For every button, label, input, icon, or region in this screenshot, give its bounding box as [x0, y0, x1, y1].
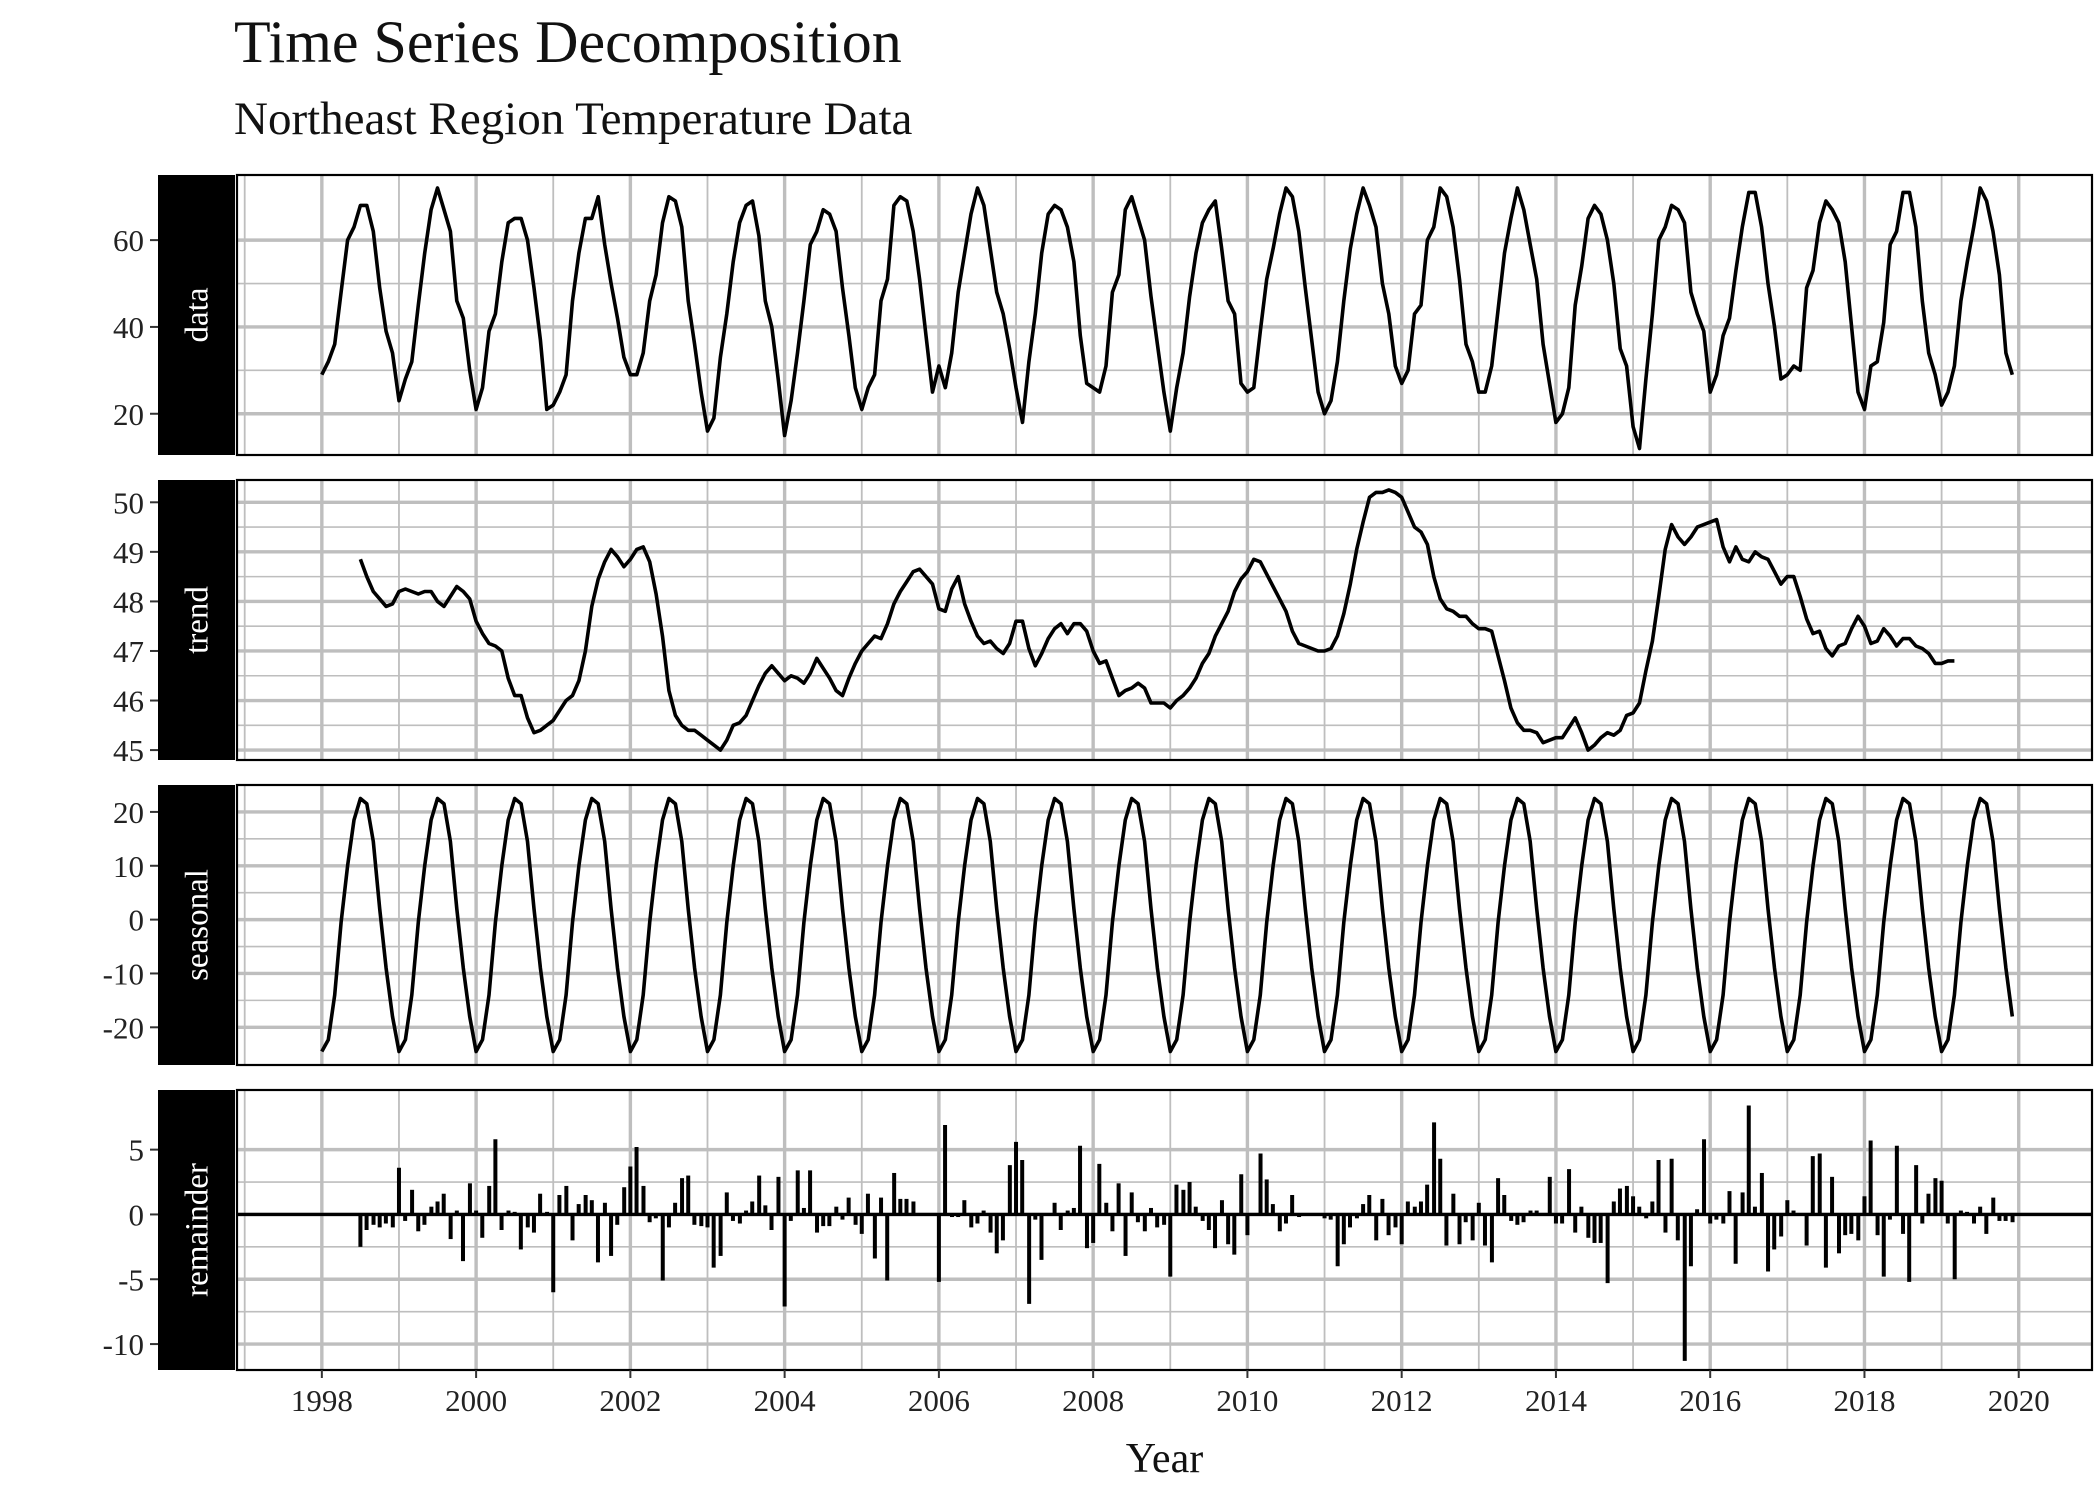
panel-border — [235, 478, 2094, 762]
y-tick-label: 20 — [113, 397, 144, 432]
facet-strip — [158, 785, 235, 1065]
y-tick-label: 60 — [113, 223, 144, 258]
chart-title: Time Series Decomposition — [234, 9, 902, 75]
panel-border — [235, 1088, 2094, 1372]
x-tick-label: 2018 — [1833, 1383, 1895, 1418]
panel-background — [237, 480, 2092, 760]
x-tick-label: 1998 — [291, 1383, 353, 1418]
facet-strip — [158, 175, 235, 455]
x-tick-label: 2002 — [599, 1383, 661, 1418]
y-tick-label: -20 — [103, 1010, 144, 1045]
y-tick-label: 50 — [113, 485, 144, 520]
y-tick-label: 48 — [113, 584, 144, 619]
y-tick-label: 0 — [129, 903, 145, 938]
x-axis: 1998 2000 2002 2004 2006 2008 2010 2012 2014 2016… — [291, 1370, 2050, 1482]
seasonal-series-line — [320, 796, 2015, 1054]
panel-remainder: -10 -5 0 5 remainder — [103, 1088, 2094, 1372]
facet-strip-label: seasonal — [180, 869, 216, 981]
y-tick-label: 46 — [113, 684, 144, 719]
facet-strip-label: remainder — [180, 1163, 216, 1297]
y-tick-label: -10 — [103, 956, 144, 991]
panel-background — [237, 1090, 2092, 1370]
y-tick-label: 40 — [113, 310, 144, 345]
x-tick-label: 2012 — [1371, 1383, 1433, 1418]
facet-strip — [158, 1090, 235, 1370]
x-tick-label: 2000 — [445, 1383, 507, 1418]
panel-seasonal: -20 -10 0 10 20 seasonal — [103, 783, 2094, 1067]
panel-data: 20 40 60 data — [113, 173, 2094, 457]
y-tick-label: -5 — [118, 1262, 144, 1297]
panel-trend: 45 46 47 48 49 50 trend — [113, 478, 2094, 768]
y-tick-label: 45 — [113, 733, 144, 768]
y-tick-label: 10 — [113, 849, 144, 884]
x-tick-label: 2016 — [1679, 1383, 1741, 1418]
y-tick-label: 0 — [129, 1197, 145, 1232]
panel-border — [235, 173, 2094, 457]
y-tick-label: -10 — [103, 1327, 144, 1362]
x-tick-label: 2004 — [754, 1383, 817, 1418]
facet-strip-label: data — [180, 287, 216, 342]
trend-series-line — [358, 488, 1955, 752]
facet-strip — [158, 480, 235, 760]
x-tick-label: 2006 — [908, 1383, 970, 1418]
y-tick-label: 20 — [113, 795, 144, 830]
chart-subtitle: Northeast Region Temperature Data — [234, 93, 913, 145]
x-tick-label: 2008 — [1062, 1383, 1124, 1418]
x-tick-label: 2014 — [1525, 1383, 1588, 1418]
x-axis-title: Year — [1126, 1436, 1203, 1482]
y-tick-label: 5 — [129, 1133, 145, 1168]
y-tick-label: 47 — [113, 634, 144, 669]
panel-border — [235, 783, 2094, 1067]
x-tick-label: 2010 — [1216, 1383, 1278, 1418]
y-tick-label: 49 — [113, 535, 144, 570]
data-series-line — [320, 186, 2015, 451]
x-tick-label: 2020 — [1988, 1383, 2050, 1418]
facet-strip-label: trend — [180, 586, 216, 654]
